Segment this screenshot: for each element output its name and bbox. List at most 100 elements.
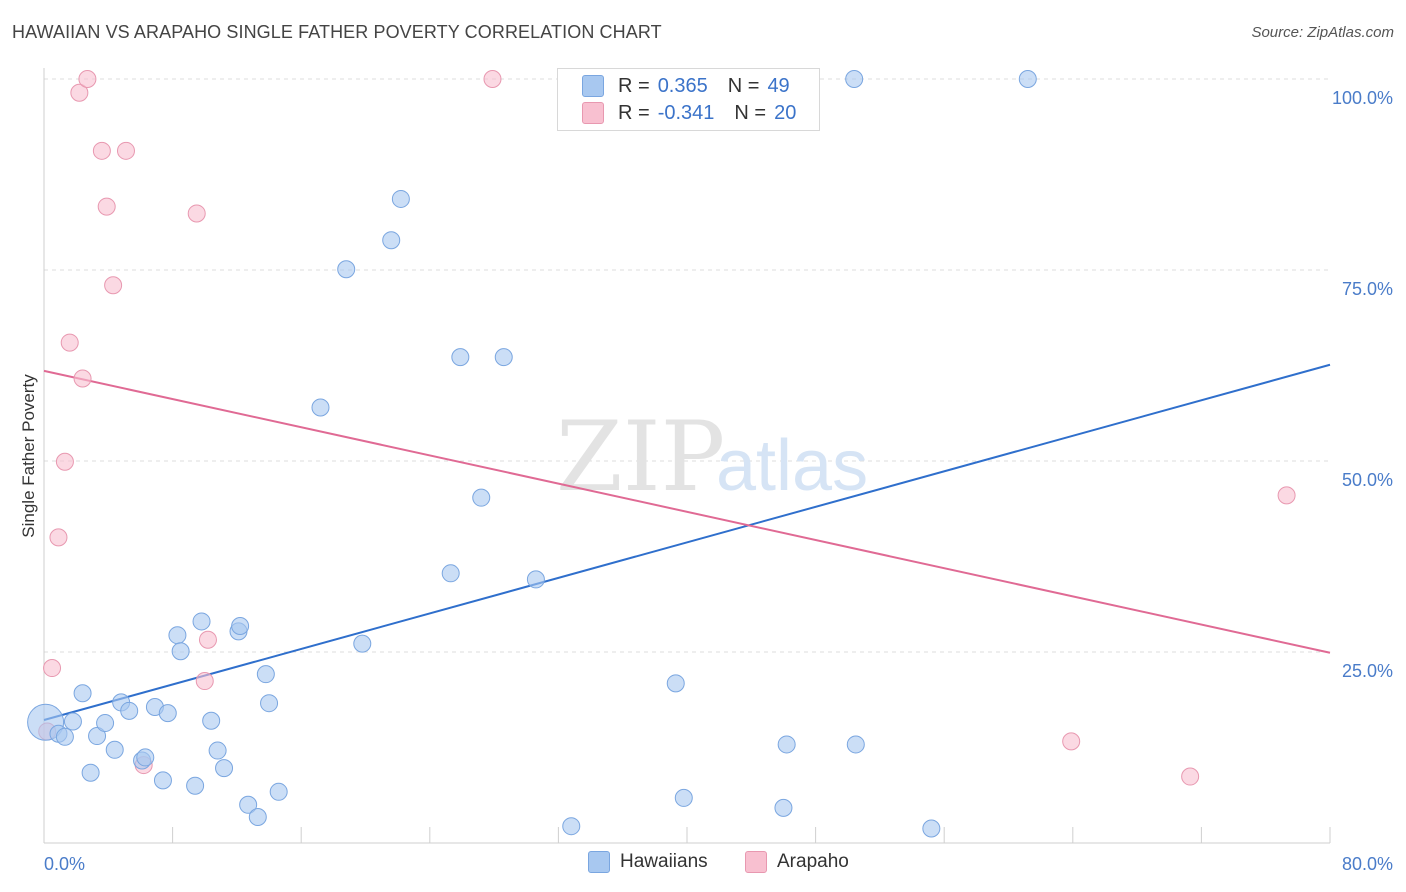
point-arapaho	[73, 369, 92, 388]
trend-lines	[43, 363, 1331, 721]
point-hawaiians	[494, 348, 513, 367]
source-credit: Source: ZipAtlas.com	[1251, 24, 1394, 41]
point-hawaiians	[120, 701, 139, 720]
point-hawaiians	[674, 788, 693, 807]
point-hawaiians	[260, 694, 279, 713]
watermark-atlas: atlas	[716, 426, 868, 506]
point-hawaiians	[136, 748, 155, 767]
point-hawaiians	[88, 727, 107, 746]
point-hawaiians	[269, 782, 288, 801]
gridlines	[44, 78, 1330, 653]
legend-r-label: R =	[618, 74, 650, 97]
legend-r-value-arapaho: -0.341	[657, 101, 715, 124]
x-ticks	[43, 827, 1331, 843]
y-axis-label: Single Father Poverty	[19, 374, 38, 538]
point-arapaho	[43, 659, 62, 678]
point-arapaho	[1062, 732, 1081, 751]
point-arapaho	[92, 141, 111, 160]
point-hawaiians	[451, 348, 470, 367]
legend-row-arapaho: R = -0.341 N = 20	[582, 100, 796, 126]
series-name-arapaho: Arapaho	[777, 851, 849, 872]
point-hawaiians	[73, 684, 92, 703]
y-tick-labels: 25.0% 50.0% 75.0% 100.0%	[1332, 88, 1393, 681]
y-tick-label: 75.0%	[1342, 279, 1393, 299]
legend-r-value-hawaiians: 0.365	[657, 74, 708, 97]
point-hawaiians	[105, 740, 124, 759]
point-hawaiians	[922, 819, 941, 838]
point-hawaiians	[845, 70, 864, 88]
series-swatch-arapaho	[745, 851, 767, 873]
point-arapaho	[49, 528, 68, 547]
point-hawaiians	[186, 776, 205, 795]
legend-n-label: N =	[734, 101, 767, 124]
point-arapaho	[116, 141, 135, 160]
point-hawaiians	[666, 674, 685, 693]
point-arapaho	[60, 333, 79, 352]
point-arapaho	[483, 70, 502, 88]
point-hawaiians	[96, 714, 115, 733]
point-arapaho	[97, 197, 116, 216]
trend-line-hawaiians	[43, 363, 1331, 721]
point-hawaiians	[311, 398, 330, 417]
point-hawaiians	[256, 665, 275, 684]
point-hawaiians	[208, 741, 227, 760]
point-hawaiians	[192, 612, 211, 631]
y-tick-label: 50.0%	[1342, 470, 1393, 490]
chart-title: HAWAIIAN VS ARAPAHO SINGLE FATHER POVERT…	[12, 22, 662, 42]
point-arapaho	[78, 70, 97, 88]
point-hawaiians	[231, 617, 250, 636]
series-legend-arapaho: Arapaho	[745, 851, 849, 873]
point-hawaiians	[337, 260, 356, 279]
legend-n-value-arapaho: 20	[774, 101, 797, 124]
correlation-legend: R = 0.365 N = 49 R = -0.341 N = 20	[557, 68, 820, 131]
point-arapaho	[198, 630, 217, 649]
point-arapaho	[187, 204, 206, 223]
point-hawaiians	[777, 735, 796, 754]
point-arapaho	[70, 83, 89, 102]
point-hawaiians	[153, 771, 172, 790]
series-swatch-hawaiians	[588, 851, 610, 873]
x-tick-label-max: 80.0%	[1342, 854, 1393, 874]
point-hawaiians	[846, 735, 865, 754]
point-hawaiians	[239, 795, 258, 814]
watermark: ZIP atlas	[556, 401, 868, 513]
y-tick-label: 100.0%	[1332, 88, 1393, 108]
y-tick-label: 25.0%	[1342, 661, 1393, 681]
point-hawaiians	[168, 626, 187, 645]
point-hawaiians	[472, 488, 491, 507]
point-arapaho	[55, 452, 74, 471]
series-name-hawaiians: Hawaiians	[620, 851, 708, 872]
point-hawaiians	[382, 231, 401, 250]
point-hawaiians	[215, 759, 234, 778]
legend-row-hawaiians: R = 0.365 N = 49	[582, 73, 790, 99]
point-hawaiians	[441, 564, 460, 583]
point-hawaiians	[774, 798, 793, 817]
point-arapaho	[195, 672, 214, 691]
point-hawaiians	[63, 712, 82, 731]
watermark-zip: ZIP	[556, 401, 725, 513]
legend-n-value-hawaiians: 49	[767, 74, 790, 97]
legend-r-label: R =	[618, 101, 650, 124]
data-points	[27, 70, 1296, 838]
point-hawaiians	[1018, 70, 1037, 88]
point-hawaiians	[158, 704, 177, 723]
x-tick-label-min: 0.0%	[44, 854, 85, 874]
point-hawaiians	[81, 763, 100, 782]
point-arapaho	[104, 276, 123, 295]
point-arapaho	[1277, 486, 1296, 505]
point-hawaiians	[171, 642, 190, 661]
series-legend-hawaiians: Hawaiians	[588, 851, 708, 873]
legend-n-label: N =	[727, 74, 760, 97]
point-hawaiians	[391, 189, 410, 208]
legend-swatch-hawaiians	[582, 75, 604, 97]
point-hawaiians	[55, 727, 74, 746]
trend-line-arapaho	[43, 369, 1331, 654]
point-hawaiians	[202, 711, 221, 730]
point-hawaiians	[562, 817, 581, 836]
point-hawaiians	[526, 570, 545, 589]
point-hawaiians	[248, 808, 267, 827]
legend-swatch-arapaho	[582, 102, 604, 124]
point-arapaho	[1181, 767, 1200, 786]
point-hawaiians	[353, 634, 372, 653]
